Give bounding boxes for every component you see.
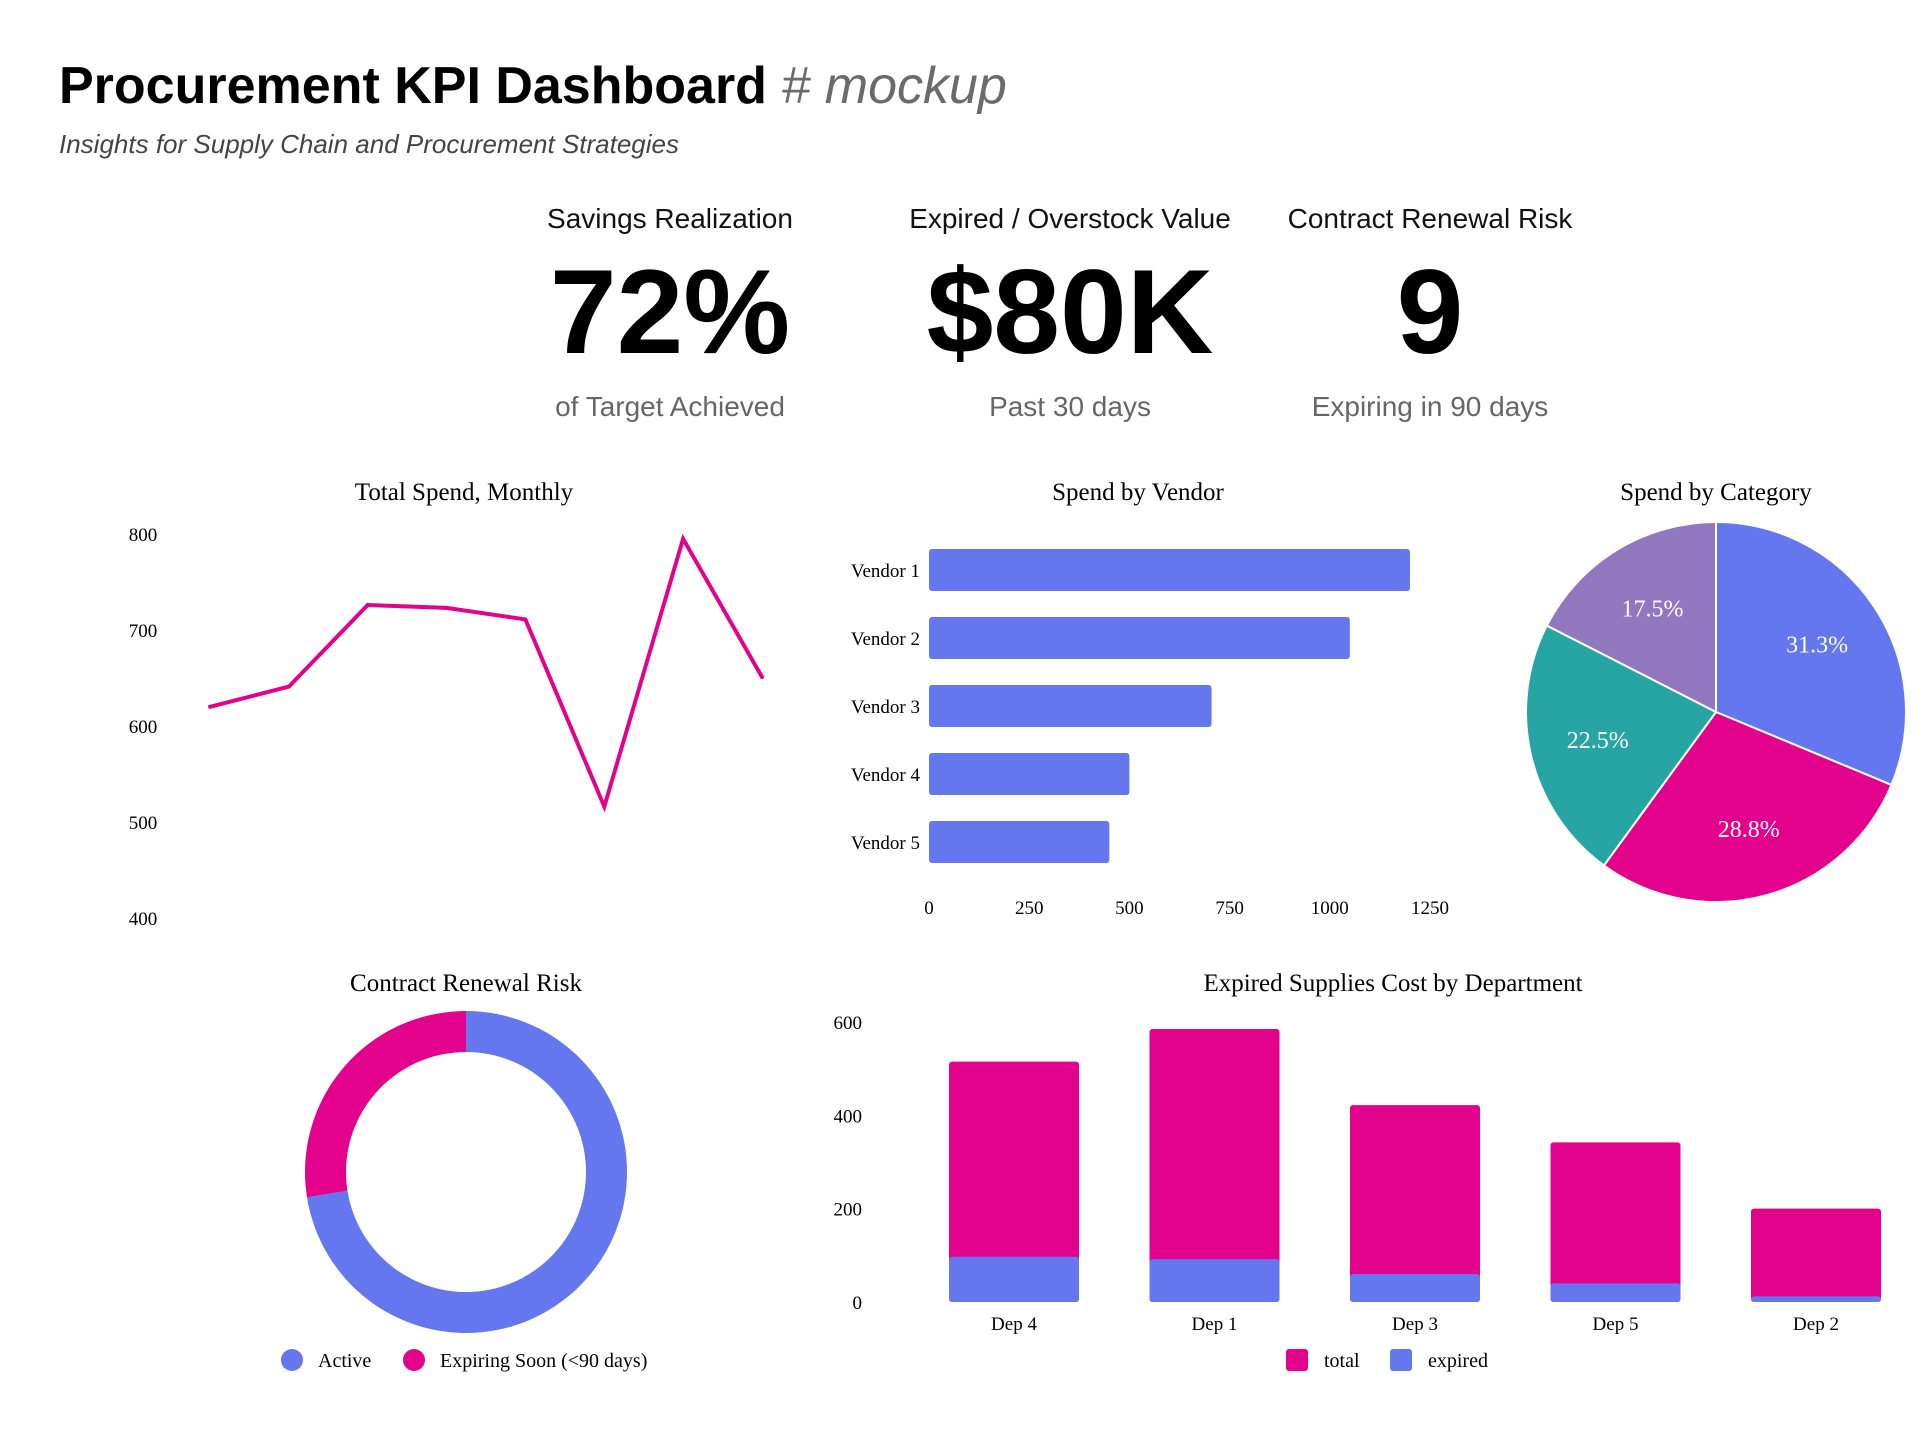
bar [929,549,1410,591]
bar [929,617,1350,659]
kpi-savings-realization: Savings Realization 72% of Target Achiev… [520,202,820,424]
data-point [681,536,686,541]
data-point [365,603,370,608]
donut-segment [304,1011,466,1198]
data-point [286,684,291,689]
pie-slice [1602,710,1893,903]
kpi-expired-overstock: Expired / Overstock Value $80K Past 30 d… [900,202,1240,424]
chart-spend-by-vendor: Spend by Vendor Vendor 1 Vendor 2 Vendor 3 V… [851,479,1449,919]
x-tick-label: 1250 [1411,898,1449,919]
kpi-contract-renewal-risk: Contract Renewal Risk 9 Expiring in 90 d… [1280,202,1580,424]
bar-expired [1550,1283,1681,1302]
chart-title: Spend by Category [1620,479,1812,506]
y-tick-label: 200 [834,1200,863,1221]
pie-slice [1715,520,1907,787]
title-suffix: # mockup [781,57,1007,115]
slice-label: 31.3% [1786,633,1848,659]
y-tick-label: 500 [129,813,158,834]
kpi-caption: Past 30 days [989,391,1151,422]
pie-slice [1525,624,1718,867]
kpi-caption: Expiring in 90 days [1311,391,1549,422]
data-point [208,704,212,709]
legend-marker [281,1349,303,1371]
x-tick-label: 750 [1215,898,1244,919]
title-text: Procurement KPI Dashboard [59,57,767,115]
legend-label: Active [318,1350,371,1372]
y-tick-label: 400 [834,1106,863,1127]
bar-total [1751,1208,1881,1302]
category-label: Dep 2 [1793,1314,1839,1335]
bar-expired [1751,1296,1881,1302]
slice-label: 17.5% [1622,596,1684,622]
y-tick-label: 0 [853,1293,863,1314]
x-tick-label: 500 [1115,898,1144,919]
data-point [523,617,528,622]
category-label: Dep 1 [1192,1314,1238,1335]
x-tick-label: 1000 [1311,898,1349,919]
legend-marker [1390,1349,1412,1371]
bar [929,685,1212,727]
legend-label: total [1324,1350,1360,1372]
category-label: Vendor 4 [851,765,921,786]
y-tick-label: 400 [129,909,158,930]
kpi-label: Expired / Overstock Value [909,203,1231,234]
legend-label: expired [1428,1350,1488,1372]
pie-slice [1545,520,1717,714]
chart-total-spend: Total Spend, Monthly 400 500 600 700 800 [129,479,764,930]
bar-total [1550,1142,1681,1302]
x-tick-label: 250 [1015,898,1044,919]
chart-contract-renewal-risk: Contract Renewal Risk Active Expiring Soon… [281,970,647,1372]
x-tick-label: 0 [924,898,934,919]
kpi-value: 9 [1396,245,1464,379]
kpi-label: Savings Realization [547,203,793,234]
bar-expired [949,1256,1079,1302]
legend-marker [403,1349,425,1371]
y-tick-label: 800 [129,525,158,546]
slice-label: 28.8% [1718,817,1780,843]
chart-expired-supplies-cost: Expired Supplies Cost by Department 0 200 4… [834,970,1881,1372]
chart-title: Total Spend, Monthly [355,479,574,506]
kpi-label: Contract Renewal Risk [1287,203,1573,234]
y-tick-label: 700 [129,621,158,642]
bar-total [1350,1105,1480,1302]
category-label: Dep 3 [1392,1314,1438,1335]
kpi-value: $80K [926,245,1214,379]
chart-spend-by-category: Spend by Category 31.3% 28.8% 22.5% 17.5% [1525,479,1907,903]
legend-marker [1286,1349,1308,1371]
category-label: Dep 5 [1593,1314,1639,1335]
category-label: Dep 4 [991,1314,1037,1335]
chart-title: Contract Renewal Risk [350,970,582,997]
bar-total [1149,1029,1280,1302]
series-line [209,533,764,813]
bar [929,753,1130,795]
bar-total [949,1061,1079,1302]
data-point [760,675,764,680]
page-title: Procurement KPI Dashboard # mockup [59,57,1007,115]
bar [929,821,1110,863]
kpi-caption: of Target Achieved [555,391,785,422]
kpi-value: 72% [549,245,791,379]
page-subtitle: Insights for Supply Chain and Procuremen… [59,129,680,159]
y-tick-label: 600 [129,717,158,738]
category-label: Vendor 2 [851,629,920,650]
chart-title: Expired Supplies Cost by Department [1203,970,1582,997]
data-point [444,605,449,610]
legend-label: Expiring Soon (<90 days) [440,1350,647,1372]
bar-expired [1149,1259,1280,1302]
chart-title: Spend by Vendor [1052,479,1224,506]
category-label: Vendor 1 [851,561,920,582]
bar-expired [1350,1274,1480,1302]
slice-label: 22.5% [1567,728,1629,754]
y-tick-label: 600 [834,1013,863,1034]
data-point [602,804,607,809]
category-label: Vendor 5 [851,833,920,854]
category-label: Vendor 3 [851,697,920,718]
